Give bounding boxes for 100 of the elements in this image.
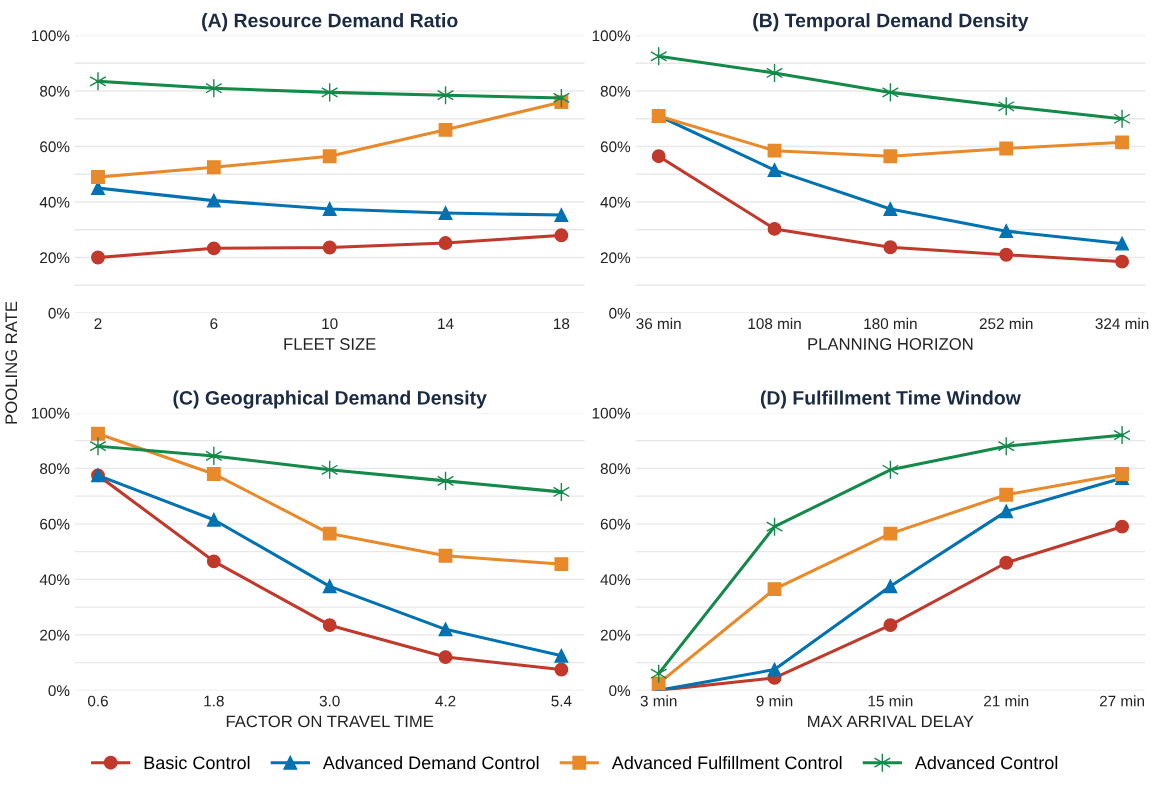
- x-tick-label: 0.6: [87, 695, 108, 707]
- y-tick-label: 80%: [600, 463, 631, 475]
- point: [883, 618, 898, 633]
- point: [1115, 135, 1130, 150]
- point: [999, 504, 1014, 519]
- point: [206, 193, 221, 208]
- point: [883, 149, 898, 164]
- x-tick-label: 14: [438, 318, 454, 329]
- point: [322, 579, 337, 594]
- chart-title: (B) Temporal Demand Density: [753, 13, 1029, 32]
- point: [554, 208, 569, 222]
- point: [999, 555, 1014, 570]
- point: [205, 446, 223, 466]
- y-tick-label: 20%: [600, 629, 631, 641]
- x-axis-title: FLEET SIZE: [284, 338, 376, 350]
- x-tick-label: 324 min: [1095, 317, 1149, 330]
- y-tick-label: 100%: [32, 407, 70, 419]
- y-tick-label: 20%: [40, 252, 70, 264]
- point: [767, 143, 782, 158]
- point: [206, 512, 221, 527]
- point: [206, 241, 221, 256]
- point: [322, 201, 337, 216]
- point: [883, 526, 898, 541]
- y-tick-label: 0%: [48, 307, 70, 319]
- y-tick-label: 60%: [600, 518, 631, 530]
- y-tick-label: 100%: [32, 30, 70, 42]
- y-tick-label: 20%: [40, 629, 70, 641]
- x-tick-label: 36 min: [636, 317, 681, 330]
- point: [554, 648, 569, 663]
- x-axis-title: MAX ARRIVAL DELAY: [808, 715, 974, 728]
- x-tick-label: 18: [554, 318, 570, 330]
- point: [651, 676, 666, 691]
- point: [206, 466, 221, 481]
- y-tick-label: 80%: [40, 85, 70, 97]
- point: [767, 221, 782, 236]
- point: [767, 662, 782, 677]
- x-tick-label: 5.4: [551, 695, 572, 707]
- y-tick-label: 40%: [600, 574, 631, 586]
- point: [91, 170, 105, 184]
- point: [438, 650, 453, 665]
- point: [206, 554, 221, 569]
- point: [206, 160, 221, 175]
- y-tick-label: 0%: [609, 685, 631, 697]
- x-tick-label: 9 min: [756, 695, 793, 707]
- y-tick-label: 60%: [40, 518, 70, 530]
- legend-label: Advanced Fulfillment Control: [611, 755, 842, 770]
- point: [883, 579, 898, 594]
- x-axis-title: FACTOR ON TRAVEL TIME: [226, 715, 434, 728]
- y-tick-label: 80%: [40, 463, 70, 475]
- point: [89, 436, 107, 456]
- point: [205, 78, 223, 98]
- y-axis-title: POOLING RATE: [5, 301, 18, 424]
- legend-label: Advanced Control: [914, 755, 1058, 770]
- point: [999, 141, 1014, 156]
- legend-label: Advanced Demand Control: [322, 755, 539, 770]
- y-tick-label: 60%: [600, 141, 631, 153]
- point: [554, 228, 569, 243]
- point: [322, 149, 337, 164]
- x-tick-label: 4.2: [435, 695, 456, 707]
- point: [554, 662, 569, 677]
- chart-title: (A) Resource Demand Ratio: [202, 13, 458, 32]
- point: [1115, 236, 1130, 251]
- point: [91, 426, 105, 441]
- y-tick-label: 80%: [600, 85, 631, 97]
- chart-title: (C) Geographical Demand Density: [173, 390, 487, 409]
- x-tick-label: 108 min: [748, 317, 801, 330]
- x-tick-label: 21 min: [984, 695, 1029, 707]
- legend-label: Basic Control: [144, 755, 250, 770]
- point: [1115, 466, 1130, 481]
- x-tick-label: 27 min: [1099, 695, 1145, 707]
- y-tick-label: 40%: [600, 196, 631, 208]
- x-tick-label: 1.8: [204, 695, 224, 707]
- point: [91, 250, 105, 265]
- point: [1115, 519, 1130, 534]
- point: [883, 240, 898, 255]
- point: [322, 240, 337, 255]
- x-tick-label: 15 min: [868, 695, 913, 707]
- point: [1115, 254, 1130, 269]
- point: [438, 622, 453, 637]
- point: [999, 224, 1014, 239]
- point: [1113, 425, 1131, 445]
- point: [767, 163, 782, 178]
- y-tick-label: 20%: [600, 252, 631, 264]
- point: [883, 201, 898, 216]
- point: [438, 548, 453, 563]
- x-tick-label: 6: [210, 318, 218, 330]
- y-tick-label: 100%: [592, 30, 631, 42]
- point: [322, 618, 337, 633]
- chart-title: (D) Fulfillment Time Window: [760, 390, 1021, 409]
- point: [438, 236, 453, 251]
- point: [651, 149, 666, 164]
- x-tick-label: 3 min: [640, 695, 677, 707]
- x-tick-label: 10: [322, 318, 338, 330]
- y-tick-label: 40%: [39, 196, 70, 208]
- point: [999, 487, 1014, 502]
- x-tick-label: 3.0: [319, 695, 340, 707]
- y-tick-label: 60%: [40, 141, 70, 153]
- x-tick-label: 180 min: [864, 317, 917, 330]
- point: [767, 582, 782, 597]
- y-tick-label: 0%: [609, 307, 631, 319]
